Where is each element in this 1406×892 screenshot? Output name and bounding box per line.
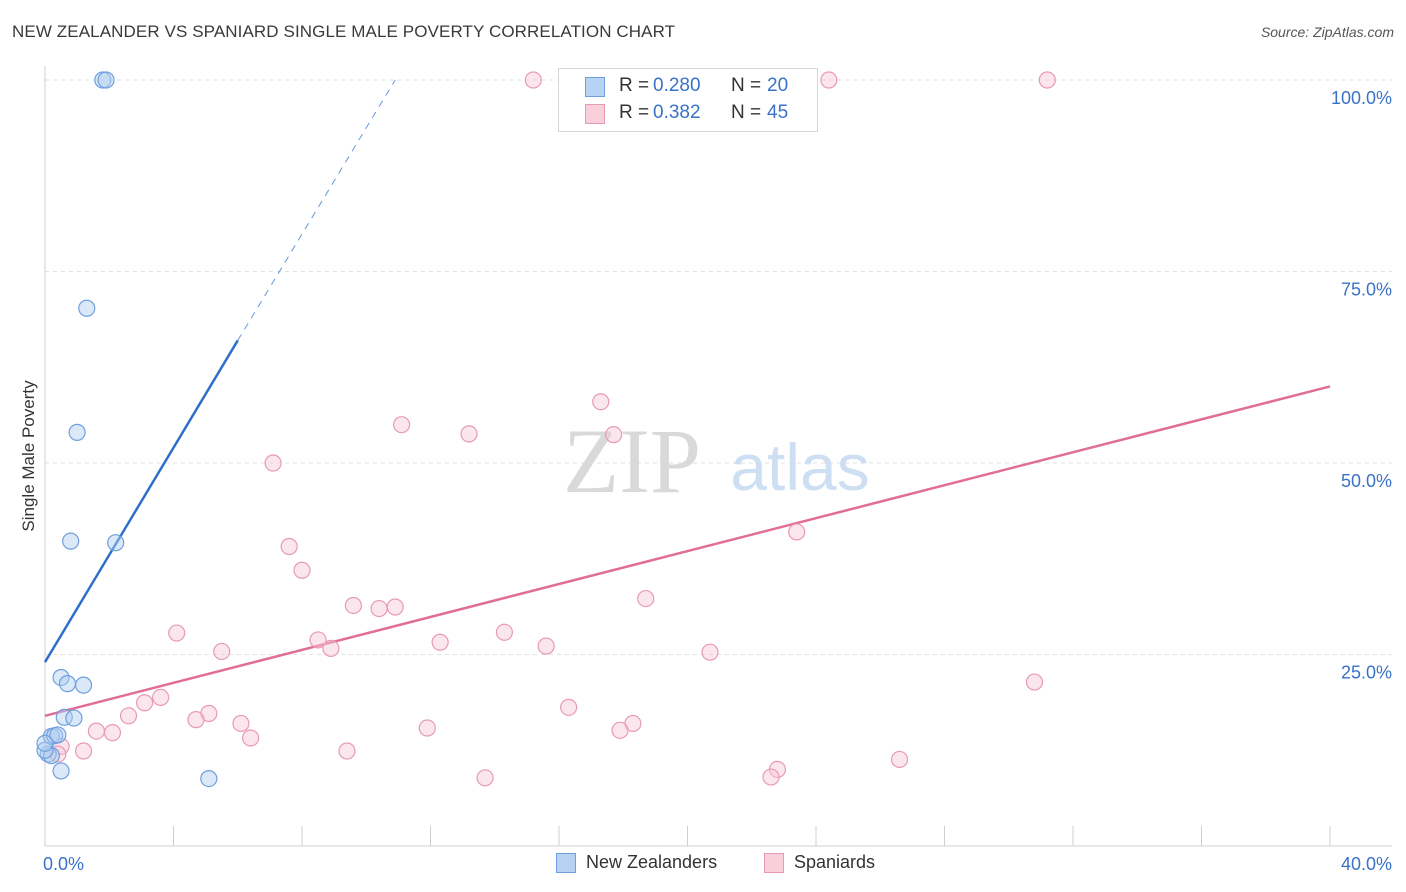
x-tick-label: 40.0% [1341,854,1392,874]
spaniards-point[interactable] [232,714,250,733]
y-tick-label: 50.0% [1341,471,1392,491]
n-label: N = [731,75,762,96]
spaniards-legend-swatch [764,853,784,873]
r-label: R = [619,102,650,123]
spaniards-point[interactable] [293,561,311,579]
new-zealanders-r-value: 0.280 [653,75,701,96]
spaniards-point[interactable] [119,707,138,725]
new-zealanders-legend-label: New Zealanders [586,852,718,872]
spaniards-point[interactable] [890,750,909,769]
spaniards-point[interactable] [213,642,231,661]
spaniards-point[interactable] [820,71,838,89]
new-zealanders-point[interactable] [74,676,93,694]
spaniards-point[interactable] [460,425,478,443]
spaniards-point[interactable] [135,694,154,712]
new-zealanders-point[interactable] [200,769,218,788]
trend-line-extension [237,79,396,341]
spaniards-point[interactable] [762,768,780,786]
spaniards-point[interactable] [611,721,629,739]
new-zealanders-point[interactable] [97,71,115,89]
new-zealanders-point[interactable] [78,299,96,317]
trend-line-new-zealanders [43,339,239,663]
spaniards-point[interactable] [152,688,170,706]
spaniards-point[interactable] [242,729,260,747]
gridlines [45,79,1392,655]
watermark: ZIP atlas [563,410,870,512]
data-points [36,71,1056,788]
spaniards-point[interactable] [1025,673,1044,691]
spaniards-point[interactable] [370,599,388,618]
new-zealanders-point[interactable] [107,534,125,552]
spaniards-point[interactable] [1038,71,1056,89]
new-zealanders-point[interactable] [68,423,86,441]
spaniards-point[interactable] [344,596,362,615]
new-zealanders-point[interactable] [52,668,70,687]
spaniards-point[interactable] [103,724,122,742]
spaniards-point[interactable] [49,745,67,763]
spaniards-point[interactable] [592,393,610,411]
new-zealanders-point[interactable] [52,762,70,780]
y-tick-label: 75.0% [1341,280,1392,300]
new-zealanders-legend-swatch [556,853,576,873]
new-zealanders-point[interactable] [49,726,67,744]
spaniards-point[interactable] [431,633,449,651]
spaniards-swatch [585,104,605,124]
spaniards-point[interactable] [788,523,806,541]
spaniards-point[interactable] [386,598,404,616]
spaniards-legend-label: Spaniards [794,852,876,872]
spaniards-point[interactable] [264,454,282,472]
spaniards-point[interactable] [476,769,494,787]
spaniards-point[interactable] [495,623,513,641]
new-zealanders-swatch [585,77,605,97]
axis-labels: Single Male Poverty 100.0% 75.0% 50.0% 25.0… [19,88,1392,874]
spaniards-point[interactable] [187,711,205,729]
spaniards-point[interactable] [168,624,186,642]
spaniards-point[interactable] [605,426,623,444]
spaniards-point[interactable] [338,742,356,760]
n-label: N = [731,102,762,123]
trend-lines [43,79,1331,717]
chart-title: NEW ZEALANDER VS SPANIARD SINGLE MALE PO… [12,22,676,41]
new-zealanders-point[interactable] [36,741,54,759]
new-zealanders-point[interactable] [36,734,54,752]
y-tick-label: 100.0% [1331,88,1392,108]
spaniards-point[interactable] [418,719,436,737]
chart-source: Source: ZipAtlas.com [1260,24,1394,40]
trend-line-spaniards [44,385,1331,717]
spaniards-point[interactable] [280,537,298,556]
spaniards-point[interactable] [560,698,578,716]
spaniards-point[interactable] [392,416,411,434]
x-tick-label: 0.0% [43,854,84,874]
new-zealanders-point[interactable] [55,708,73,726]
spaniards-n-value: 45 [767,102,789,123]
spaniards-point[interactable] [524,71,542,89]
watermark-zip: ZIP [563,410,701,512]
new-zealanders-point[interactable] [65,709,83,727]
spaniards-point[interactable] [309,631,327,649]
spaniards-point[interactable] [74,742,93,760]
r-label: R = [619,75,650,96]
watermark-atlas: atlas [730,430,869,504]
new-zealanders-n-value: 20 [767,75,789,96]
spaniards-point[interactable] [322,639,340,657]
new-zealanders-point[interactable] [58,675,77,693]
y-axis-label: Single Male Poverty [19,380,38,532]
correlation-legend: R = 0.280 N = 20 R = 0.382 N = 45 [558,68,818,132]
spaniards-r-value: 0.382 [653,102,701,123]
spaniards-point[interactable] [537,637,555,655]
axes [44,66,1392,847]
new-zealanders-point[interactable] [62,532,80,550]
y-tick-label: 25.0% [1341,663,1392,683]
spaniards-point[interactable] [637,589,655,608]
spaniards-point[interactable] [701,643,719,661]
spaniards-point[interactable] [87,722,106,740]
